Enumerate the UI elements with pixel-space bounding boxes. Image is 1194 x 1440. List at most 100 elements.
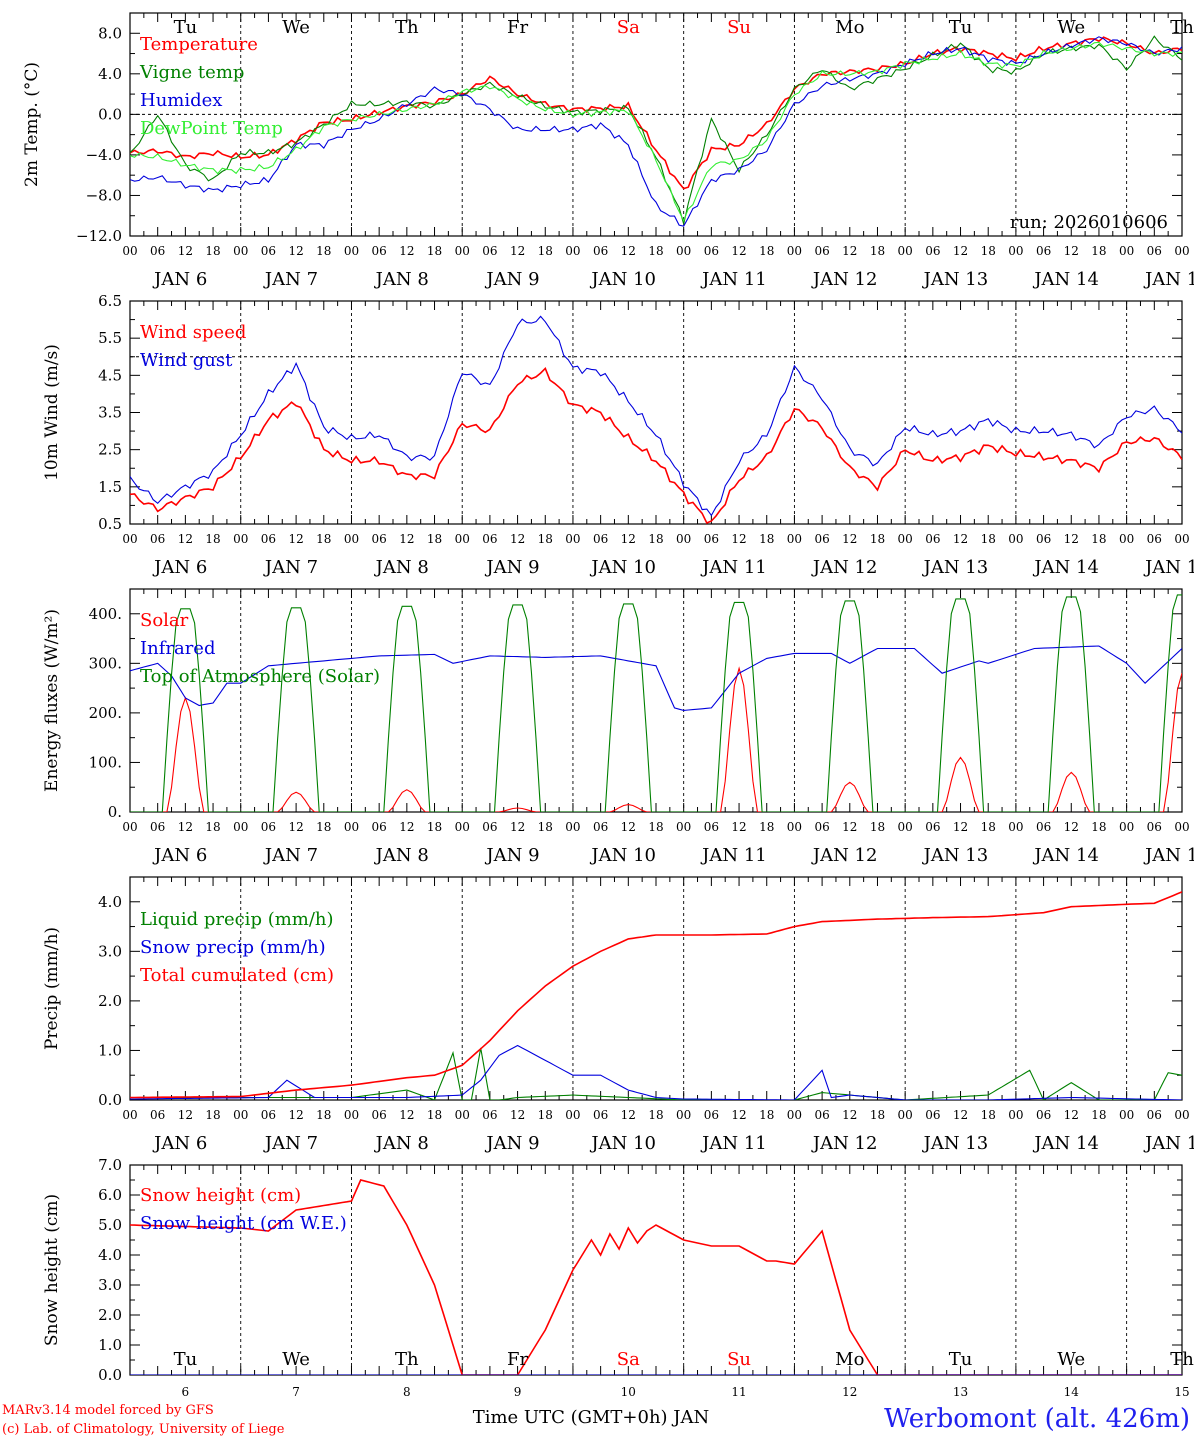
day-number-label: 7	[292, 1385, 300, 1399]
y-tick-label: 5.0	[98, 1216, 122, 1234]
run-label: run: 2026010606	[1010, 212, 1168, 233]
y-tick-label: 0.0	[98, 105, 122, 123]
hour-tick-label: 06	[1036, 532, 1051, 546]
legend-entry: Snow height (cm)	[140, 1185, 301, 1206]
hour-tick-label: 12	[399, 244, 414, 258]
series-group	[130, 594, 1182, 812]
hour-tick-label: 06	[372, 244, 387, 258]
weekday-label: Tu	[949, 1349, 973, 1370]
legend-entry: Top of Atmosphere (Solar)	[140, 666, 380, 687]
hour-tick-label: 00	[1119, 244, 1134, 258]
y-tick-label: 0.0	[98, 1091, 122, 1109]
legend-entry: Total cumulated (cm)	[140, 965, 334, 986]
hour-tick-label: 00	[898, 1108, 913, 1122]
hour-tick-label: 12	[399, 1108, 414, 1122]
weekday-label: Sa	[617, 1349, 640, 1370]
hour-tick-label: 18	[759, 820, 774, 834]
y-tick-label: 2.0	[98, 1306, 122, 1324]
hour-tick-label: 18	[648, 244, 663, 258]
hour-tick-label: 12	[621, 820, 636, 834]
hour-tick-label: 12	[842, 244, 857, 258]
panel-3: 400. 300. 200. 100. 0. Energy fluxes (W/m²) So…	[42, 588, 1194, 866]
legend-entry: Solar	[140, 610, 189, 631]
y-tick-label: 300.	[89, 654, 122, 672]
hour-tick-label: 06	[150, 1108, 165, 1122]
day-number-label: 10	[621, 1385, 636, 1399]
hour-tick-label: 12	[510, 820, 525, 834]
hour-tick-label: 12	[842, 820, 857, 834]
footer-line-1: MARv3.14 model forced by GFS	[2, 1403, 214, 1418]
hour-tick-label: 00	[1008, 532, 1023, 546]
series-line-solar	[130, 666, 1182, 812]
hour-tick-label: 06	[704, 532, 719, 546]
hour-tick-label: 06	[1036, 244, 1051, 258]
hour-tick-label: 12	[510, 244, 525, 258]
hour-tick-label: 06	[593, 820, 608, 834]
legend-entry: Wind speed	[140, 322, 246, 343]
date-label: JAN 15	[1143, 269, 1194, 290]
hour-tick-label: 06	[1036, 820, 1051, 834]
weekday-label: We	[282, 17, 310, 38]
hour-tick-label: 06	[482, 1108, 497, 1122]
hour-tick-label: 00	[1174, 244, 1189, 258]
hour-tick-label: 00	[676, 532, 691, 546]
date-label: JAN 13	[922, 557, 989, 578]
weekday-label: We	[1057, 17, 1085, 38]
hour-tick-label: 00	[233, 244, 248, 258]
weekday-label: Mo	[835, 17, 864, 38]
date-label: JAN 9	[484, 845, 539, 866]
hour-tick-label: 06	[482, 820, 497, 834]
hour-tick-label: 06	[593, 532, 608, 546]
hour-tick-label: 00	[455, 1108, 470, 1122]
hour-tick-label: 06	[482, 532, 497, 546]
date-label: JAN 12	[811, 1133, 878, 1154]
hour-tick-label: 00	[565, 1108, 580, 1122]
station-label: Werbomont (alt. 426m)	[884, 1404, 1190, 1434]
y-tick-label: 4.0	[98, 893, 122, 911]
date-label: JAN 13	[922, 269, 989, 290]
hour-tick-label: 00	[122, 1108, 137, 1122]
hour-tick-label: 00	[344, 1108, 359, 1122]
hour-tick-label: 12	[842, 1108, 857, 1122]
hour-tick-label: 12	[731, 244, 746, 258]
hour-tick-label: 12	[178, 1108, 193, 1122]
hour-tick-label: 12	[731, 532, 746, 546]
hour-tick-label: 12	[399, 532, 414, 546]
hour-tick-label: 00	[233, 1108, 248, 1122]
y-tick-label: 200.	[89, 704, 122, 722]
hour-tick-label: 00	[565, 820, 580, 834]
y-tick-label: 400.	[89, 605, 122, 623]
hour-tick-label: 12	[621, 244, 636, 258]
hour-tick-label: 06	[814, 820, 829, 834]
hour-tick-label: 18	[205, 820, 220, 834]
weekday-label: Su	[727, 1349, 751, 1370]
series-group	[130, 35, 1182, 227]
series-group	[130, 315, 1182, 524]
series-line-wind-gust	[130, 315, 1182, 517]
hour-tick-label: 12	[510, 532, 525, 546]
hour-tick-label: 06	[1147, 532, 1162, 546]
hour-tick-label: 12	[731, 820, 746, 834]
date-label: JAN 7	[263, 557, 318, 578]
weekday-label: Fr	[507, 1349, 528, 1370]
weekday-label: Th	[1170, 1349, 1194, 1370]
hour-tick-label: 18	[427, 820, 442, 834]
y-tick-label: 4.0	[98, 1246, 122, 1264]
hour-tick-label: 06	[150, 532, 165, 546]
y-axis-label: 10m Wind (m/s)	[42, 344, 62, 481]
y-tick-label: 3.0	[98, 1276, 122, 1294]
hour-tick-label: 06	[372, 820, 387, 834]
hour-tick-label: 00	[233, 532, 248, 546]
hour-tick-label: 00	[898, 820, 913, 834]
series-line-total-cumulated-cm-	[130, 891, 1182, 1099]
hour-tick-label: 18	[427, 1108, 442, 1122]
y-tick-label: −12.0	[76, 227, 122, 245]
hour-tick-label: 12	[953, 820, 968, 834]
hour-tick-label: 12	[731, 1108, 746, 1122]
hour-tick-label: 06	[150, 820, 165, 834]
date-label: JAN 13	[922, 1133, 989, 1154]
date-label: JAN 10	[589, 269, 656, 290]
date-label: JAN 12	[811, 845, 878, 866]
series-line-dewpoint-temp	[130, 41, 1182, 223]
series-line-vigne-temp	[130, 35, 1182, 225]
